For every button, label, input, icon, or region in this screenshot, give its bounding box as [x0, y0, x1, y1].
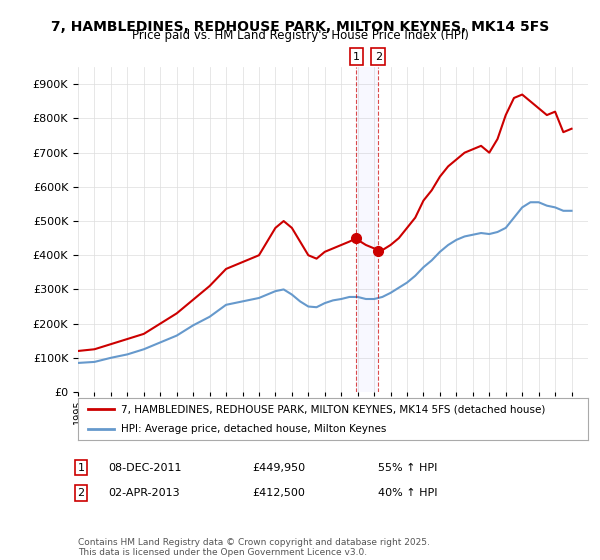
- Text: 2: 2: [374, 52, 382, 62]
- Text: £412,500: £412,500: [252, 488, 305, 498]
- Text: 2: 2: [77, 488, 85, 498]
- Text: 7, HAMBLEDINES, REDHOUSE PARK, MILTON KEYNES, MK14 5FS (detached house): 7, HAMBLEDINES, REDHOUSE PARK, MILTON KE…: [121, 404, 546, 414]
- Text: HPI: Average price, detached house, Milton Keynes: HPI: Average price, detached house, Milt…: [121, 424, 387, 434]
- Text: 02-APR-2013: 02-APR-2013: [108, 488, 179, 498]
- Text: 55% ↑ HPI: 55% ↑ HPI: [378, 463, 437, 473]
- Text: Contains HM Land Registry data © Crown copyright and database right 2025.
This d: Contains HM Land Registry data © Crown c…: [78, 538, 430, 557]
- Text: £449,950: £449,950: [252, 463, 305, 473]
- Text: 08-DEC-2011: 08-DEC-2011: [108, 463, 182, 473]
- Text: 1: 1: [353, 52, 360, 62]
- Text: 40% ↑ HPI: 40% ↑ HPI: [378, 488, 437, 498]
- Text: Price paid vs. HM Land Registry's House Price Index (HPI): Price paid vs. HM Land Registry's House …: [131, 29, 469, 42]
- Bar: [356, 67, 378, 392]
- Text: 1: 1: [77, 463, 85, 473]
- Text: 7, HAMBLEDINES, REDHOUSE PARK, MILTON KEYNES, MK14 5FS: 7, HAMBLEDINES, REDHOUSE PARK, MILTON KE…: [51, 20, 549, 34]
